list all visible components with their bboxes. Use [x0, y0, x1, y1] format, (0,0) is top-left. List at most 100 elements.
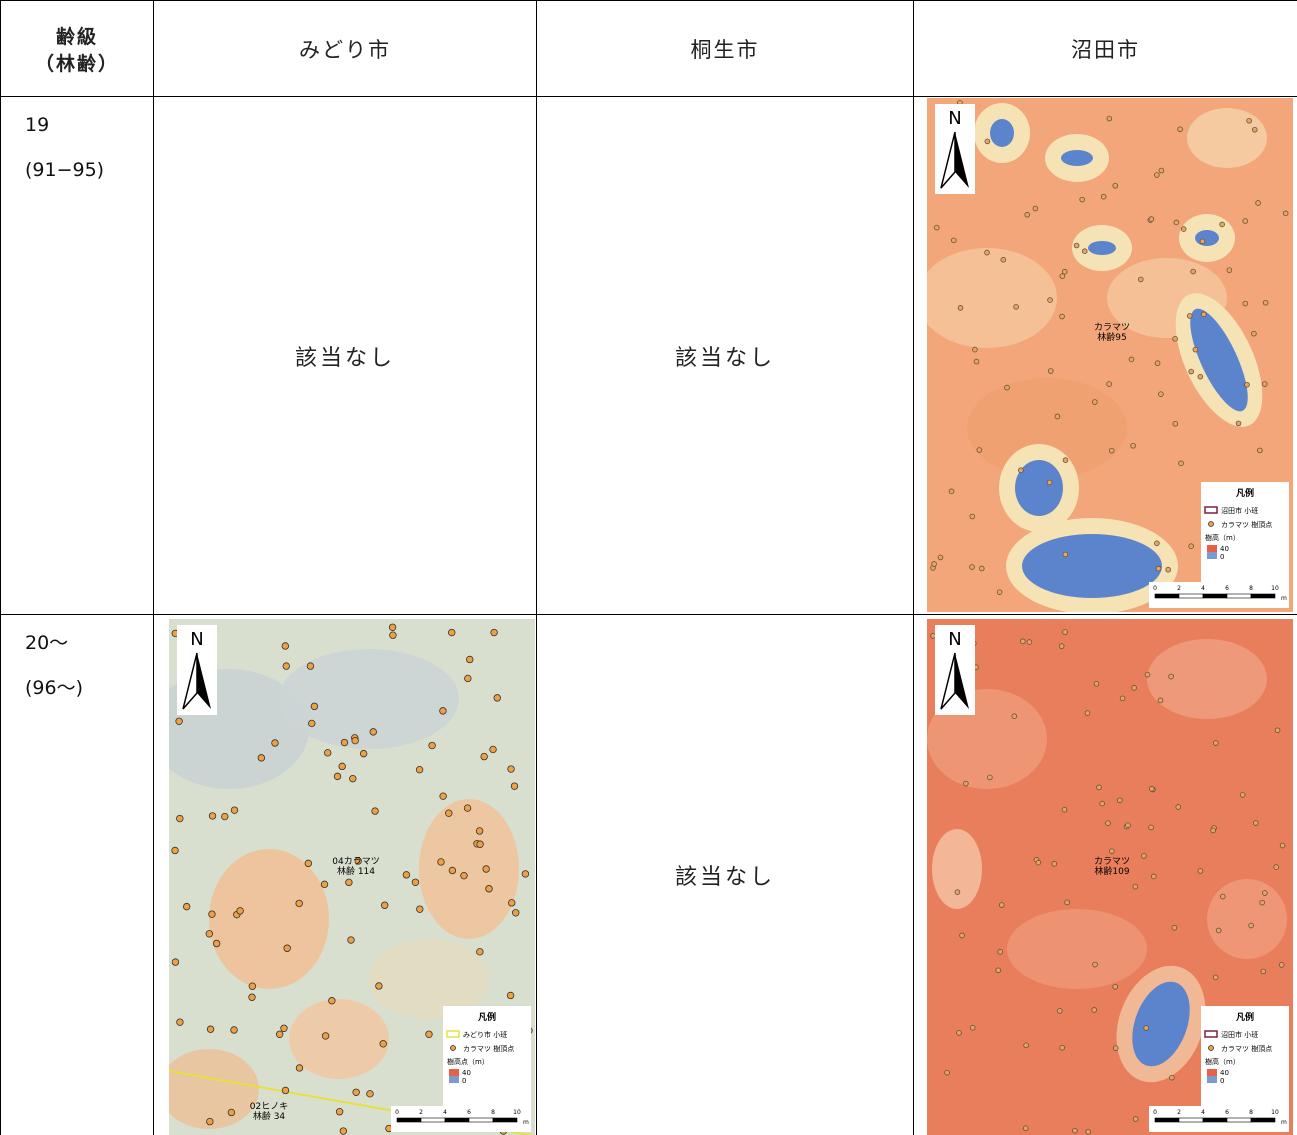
tree-top [485, 885, 493, 893]
age-class: 20～ [25, 632, 69, 654]
tree-top [1244, 381, 1250, 388]
tree-top [1112, 983, 1119, 990]
map-patch [927, 248, 1057, 348]
tree-top [984, 138, 991, 145]
scale-label: 0 [1153, 585, 1157, 592]
tree-top [221, 812, 229, 821]
tree-top [987, 774, 993, 781]
tree-top [321, 1032, 330, 1040]
tree-top [1112, 1045, 1119, 1051]
tree-top [281, 1086, 290, 1095]
header-cell: みどり市 [154, 1, 537, 97]
map-patch [419, 799, 519, 939]
scale-label: 4 [1201, 1109, 1205, 1116]
tree-top [1154, 172, 1160, 178]
stand-label: カラマツ [1094, 322, 1130, 333]
tree-top [1079, 196, 1085, 203]
tree-top [1100, 193, 1107, 200]
tree-top [1064, 899, 1070, 906]
tree-top [1282, 210, 1289, 217]
tree-top [320, 880, 329, 889]
tree-top [1200, 311, 1207, 318]
tree-top [349, 774, 357, 783]
tree-top [347, 936, 355, 944]
tree-top [1035, 859, 1042, 866]
tree-top [1169, 1074, 1175, 1081]
legend-swatch [1208, 1045, 1214, 1051]
tree-top [1058, 643, 1065, 649]
scale-unit: m [1281, 1119, 1287, 1126]
tree-top [275, 1030, 284, 1038]
tree-top [1178, 460, 1184, 467]
tree-top [257, 754, 266, 762]
scale-segment [492, 1117, 518, 1123]
scale-segment [444, 1117, 470, 1123]
tree-top [1260, 968, 1267, 975]
tree-top [1190, 268, 1196, 275]
stand-label: カラマツ [1094, 856, 1130, 867]
stand-label: 林齢 34 [253, 1110, 286, 1122]
tree-top [227, 1108, 236, 1117]
tree-top [439, 707, 447, 715]
tree-top [1219, 893, 1226, 900]
tree-top [1215, 927, 1222, 934]
scale-label: 10 [513, 1109, 521, 1116]
map-patch [169, 1049, 259, 1129]
tree-top [957, 305, 964, 311]
tree-top [1186, 313, 1193, 319]
tree-top [1105, 820, 1111, 826]
tree-top [388, 623, 397, 631]
tree-top [475, 827, 484, 835]
map-patch [1007, 909, 1147, 989]
tree-top [1192, 346, 1199, 353]
tree-top [1092, 961, 1098, 968]
north-label: N [948, 108, 961, 129]
legend-item: 0 [1220, 1077, 1224, 1085]
tree-top [208, 812, 217, 820]
tree-top [976, 447, 983, 453]
tree-top [380, 901, 389, 909]
tree-top [1128, 356, 1135, 363]
legend-swatch [450, 1045, 456, 1051]
tree-top [1072, 1127, 1078, 1134]
scale-segment [468, 1117, 494, 1123]
tree-top [371, 807, 379, 815]
map-cell [154, 615, 537, 1135]
legend-item: カラマツ 樹頂点 [1221, 1044, 1272, 1053]
tree-top [997, 949, 1004, 955]
tree-top [324, 749, 332, 757]
row-label: 19 (91−95) [1, 97, 154, 615]
legend-item: 樹高点（m） [447, 1057, 489, 1066]
tree-top [333, 772, 342, 781]
tree-top [1059, 273, 1066, 279]
tree-top [1059, 1044, 1065, 1051]
map-low-area [990, 119, 1014, 147]
scale-label: 2 [1177, 1109, 1181, 1116]
tree-top [954, 889, 961, 895]
tree-top [1112, 182, 1119, 189]
header-cell: 沼田市 [914, 1, 1297, 97]
scale-unit: m [523, 1119, 529, 1126]
tree-top [482, 865, 490, 873]
tree-top [448, 628, 456, 637]
tree-top [1061, 268, 1068, 275]
legend-ramp [1207, 545, 1217, 552]
legend-box [1201, 482, 1289, 582]
map-patch [932, 829, 982, 909]
tree-top [1177, 126, 1183, 133]
tree-top [176, 1018, 184, 1026]
scale-segment [1226, 593, 1252, 599]
tree-top [1172, 420, 1179, 427]
tree-top [1175, 804, 1182, 810]
tree-top [1054, 413, 1061, 420]
scale-segment [1250, 1117, 1276, 1123]
tree-top [996, 589, 1003, 595]
tree-top [295, 1064, 304, 1072]
legend-item: みどり市 小班 [463, 1030, 507, 1039]
tree-top [212, 939, 221, 948]
tree-top [931, 561, 937, 567]
legend-item: 沼田市 小班 [1221, 1030, 1258, 1039]
tree-top [973, 358, 980, 365]
scale-label: 2 [419, 1109, 423, 1116]
tree-top [1180, 226, 1187, 232]
